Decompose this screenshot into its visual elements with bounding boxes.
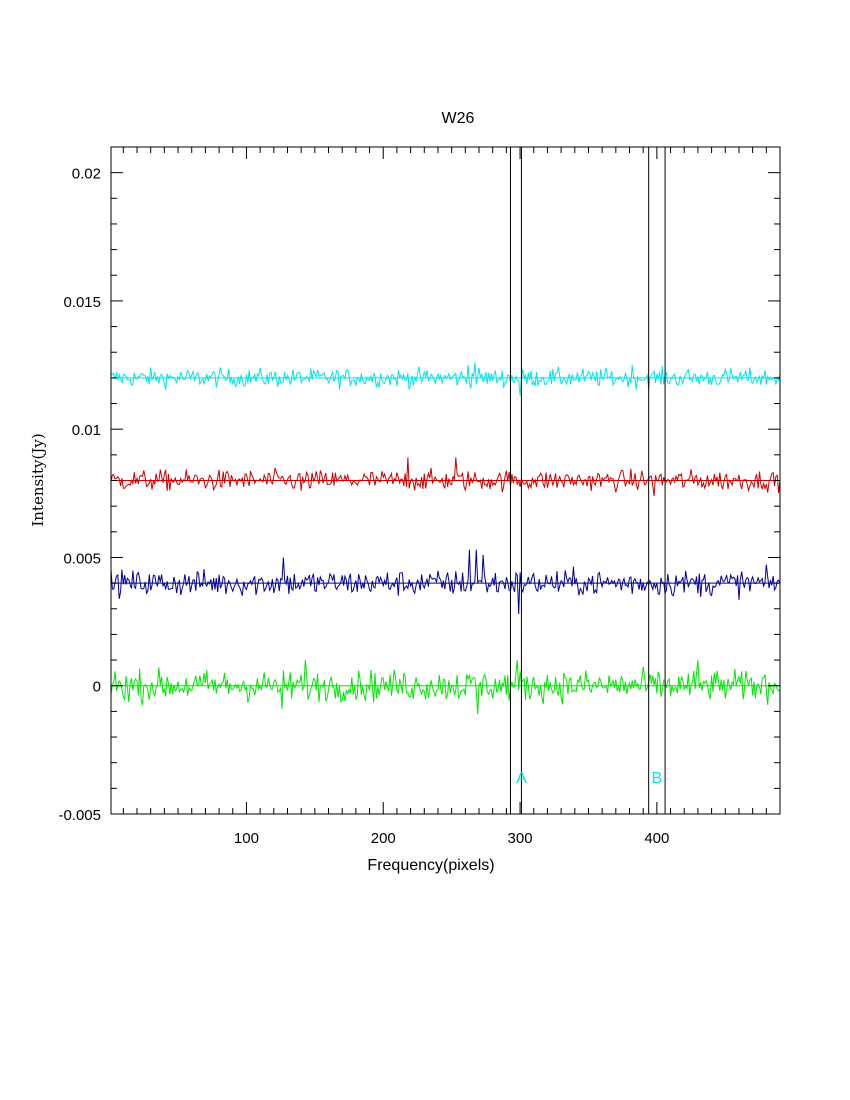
axis-ticks: 100 200 300 400 -0.005 0 0.005 0.01 0.015 0.02: [58, 146, 780, 847]
marker-lines: [509, 147, 666, 814]
y-tick-label: 0.01: [72, 422, 101, 439]
y-tick-label: 0.015: [63, 294, 101, 311]
y-tick-label: 0.02: [72, 166, 101, 183]
x-tick-label: 300: [508, 830, 533, 847]
spectrum-series-line: [110, 660, 781, 715]
y-axis-label: Intensity(Jy): [29, 433, 47, 526]
y-tick-label: -0.005: [58, 807, 101, 824]
x-tick-label: 200: [371, 830, 396, 847]
chart-title: W26: [442, 110, 475, 127]
series-layer: [110, 362, 781, 715]
spectrum-series-line: [110, 549, 781, 614]
spectrum-series-line: [110, 457, 781, 496]
y-tick-label: 0.005: [63, 550, 101, 567]
marker-label: B: [652, 770, 663, 787]
marker-label: A: [516, 770, 527, 787]
x-tick-label: 400: [644, 830, 669, 847]
y-tick-label: 0: [93, 679, 101, 696]
spectrum-series-line: [110, 362, 781, 396]
x-axis-label: Frequency(pixels): [367, 857, 494, 874]
x-tick-label: 100: [234, 830, 259, 847]
